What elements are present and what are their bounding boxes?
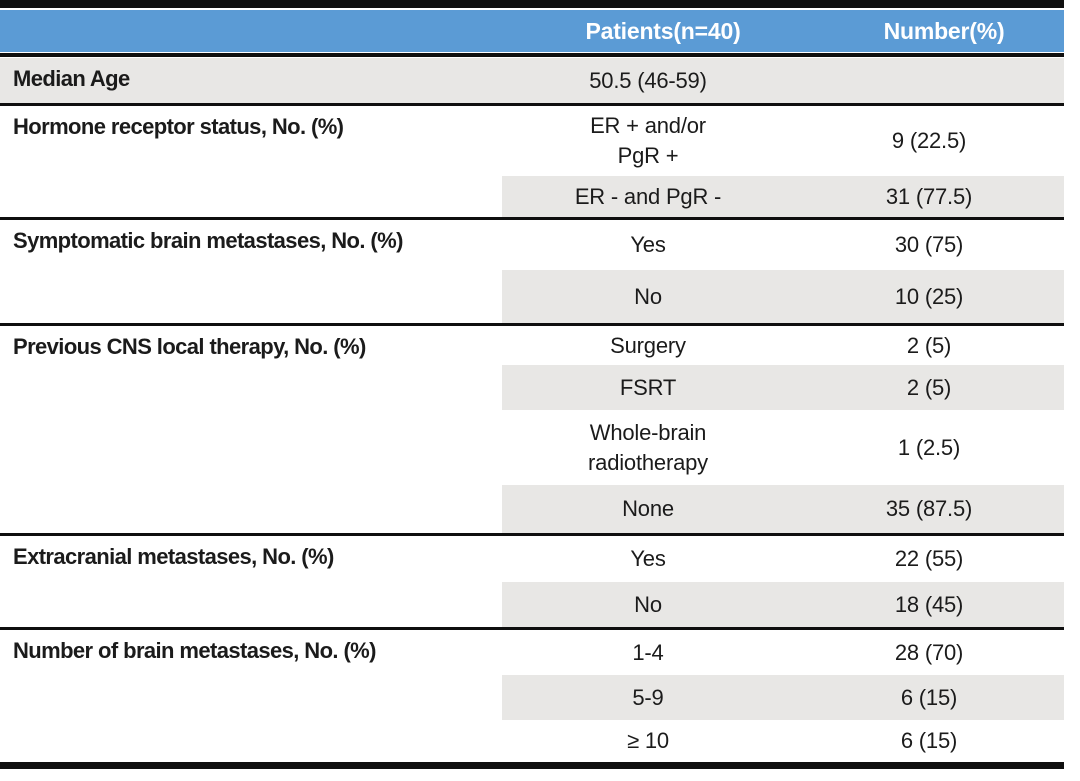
patients-value: 1-4 bbox=[632, 639, 664, 665]
row-category-label bbox=[0, 365, 502, 410]
row-category-label bbox=[0, 675, 502, 720]
row-category-label bbox=[0, 720, 502, 762]
table-row: No 18 (45) bbox=[0, 582, 1064, 627]
table-section: Number of brain metastases, No. (%) 1-4 28… bbox=[0, 627, 1064, 762]
patients-value: None bbox=[502, 485, 794, 533]
number-value: 22 (55) bbox=[894, 546, 964, 572]
patients-value: ER + and/or PgR + bbox=[590, 113, 706, 168]
table-section: Symptomatic brain metastases, No. (%) Yes… bbox=[0, 217, 1064, 323]
header-patients-cell: Patients(n=40) bbox=[585, 17, 741, 44]
patients-value: 50.5 (46-59) bbox=[502, 58, 794, 103]
number-value: 18 (45) bbox=[794, 582, 1064, 627]
number-value: 2 (5) bbox=[906, 332, 952, 358]
patients-value: Surgery bbox=[610, 332, 686, 358]
table-row: Whole-brain radiotherapy 1 (2.5) bbox=[0, 410, 1064, 485]
number-value: 6 (15) bbox=[794, 675, 1064, 720]
table-body: Median Age 50.5 (46-59) Hormone receptor s… bbox=[0, 58, 1064, 762]
table-row: FSRT 2 (5) bbox=[0, 365, 1064, 410]
table-row: Previous CNS local therapy, No. (%) Surge… bbox=[0, 326, 1064, 365]
table-row: Hormone receptor status, No. (%) ER + and… bbox=[0, 106, 1064, 176]
row-category-label: Median Age bbox=[0, 58, 502, 103]
patients-value: No bbox=[502, 582, 794, 627]
table-section: Previous CNS local therapy, No. (%) Surge… bbox=[0, 323, 1064, 533]
patients-value: Yes bbox=[630, 546, 666, 572]
row-category-label: Hormone receptor status, No. (%) bbox=[13, 114, 344, 139]
table-row: Symptomatic brain metastases, No. (%) Yes… bbox=[0, 220, 1064, 270]
number-value: 2 (5) bbox=[794, 365, 1064, 410]
row-category-label bbox=[0, 270, 502, 323]
row-category-label: Number of brain metastases, No. (%) bbox=[13, 638, 376, 663]
table-row: No 10 (25) bbox=[0, 270, 1064, 323]
number-value: 10 (25) bbox=[794, 270, 1064, 323]
table-row: None 35 (87.5) bbox=[0, 485, 1064, 533]
patients-value: FSRT bbox=[502, 365, 794, 410]
row-category-label bbox=[0, 176, 502, 217]
patients-value: 5-9 bbox=[502, 675, 794, 720]
number-value: 1 (2.5) bbox=[897, 434, 961, 460]
patients-value: ER - and PgR - bbox=[502, 176, 794, 217]
table-row: Number of brain metastases, No. (%) 1-4 28… bbox=[0, 630, 1064, 675]
table-section: Extracranial metastases, No. (%) Yes 22 (5… bbox=[0, 533, 1064, 627]
number-value bbox=[794, 58, 1064, 103]
table-bottom-border bbox=[0, 762, 1064, 769]
patient-characteristics-table: Patients(n=40) Number(%) Median Age 50.5 … bbox=[0, 0, 1064, 769]
patients-value: Whole-brain radiotherapy bbox=[588, 419, 708, 475]
row-category-label bbox=[0, 485, 502, 533]
number-value: 35 (87.5) bbox=[794, 485, 1064, 533]
number-value: 9 (22.5) bbox=[891, 128, 967, 154]
table-row: ER - and PgR -31 (77.5) bbox=[0, 176, 1064, 217]
number-value: 30 (75) bbox=[894, 232, 964, 258]
patients-value: No bbox=[502, 270, 794, 323]
number-value: 6 (15) bbox=[900, 728, 958, 754]
patients-value: ≥ 10 bbox=[627, 728, 669, 754]
table-row: 5-9 6 (15) bbox=[0, 675, 1064, 720]
row-category-label bbox=[0, 582, 502, 627]
table-row: Extracranial metastases, No. (%) Yes 22 (5… bbox=[0, 536, 1064, 582]
number-value: 28 (70) bbox=[894, 639, 964, 665]
number-value: 31 (77.5) bbox=[794, 176, 1064, 217]
patients-value: Yes bbox=[630, 232, 666, 258]
row-category-label: Symptomatic brain metastases, No. (%) bbox=[13, 228, 403, 253]
row-category-label: Extracranial metastases, No. (%) bbox=[13, 544, 334, 569]
table-top-border bbox=[0, 0, 1064, 8]
table-section: Hormone receptor status, No. (%) ER + and… bbox=[0, 103, 1064, 217]
row-category-label: Previous CNS local therapy, No. (%) bbox=[13, 334, 366, 359]
header-number-cell: Number(%) bbox=[883, 17, 1005, 44]
table-header-row: Patients(n=40) Number(%) bbox=[0, 10, 1064, 52]
table-section: Median Age 50.5 (46-59) bbox=[0, 58, 1064, 103]
header-bottom-rule bbox=[0, 53, 1064, 57]
table-row: Median Age 50.5 (46-59) bbox=[0, 58, 1064, 103]
table-row: ≥ 10 6 (15) bbox=[0, 720, 1064, 762]
row-category-label bbox=[0, 410, 502, 485]
